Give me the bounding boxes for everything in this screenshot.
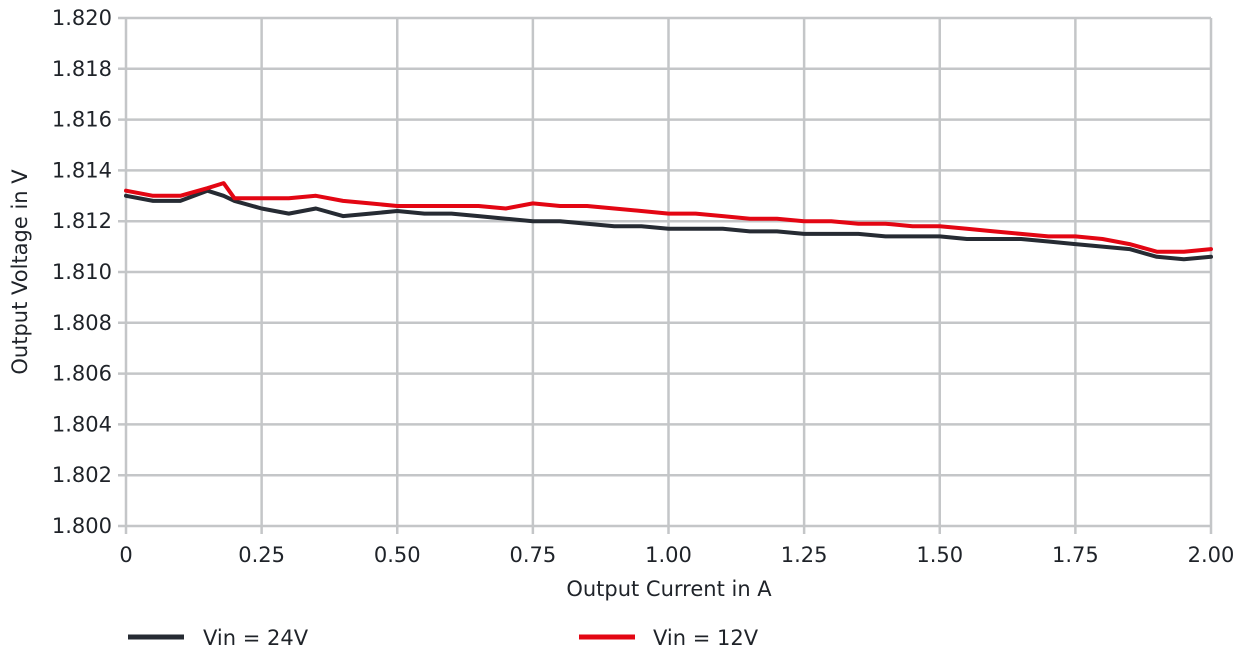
y-axis-title: Output Voltage in V [8, 169, 32, 375]
y-tick-label: 1.800 [52, 514, 112, 538]
y-tick-label: 1.808 [52, 311, 112, 335]
x-tick-label: 0.25 [238, 543, 285, 567]
x-axis-title: Output Current in A [566, 577, 772, 601]
legend: Vin = 24V Vin = 12V [128, 626, 759, 650]
x-tick-label: 1.25 [781, 543, 828, 567]
y-tick-label: 1.802 [52, 463, 112, 487]
y-tick-label: 1.814 [52, 158, 112, 182]
y-axis: 1.800 1.802 1.804 1.806 1.808 1.810 1.812 1.814… [52, 6, 112, 538]
grid [118, 16, 1213, 534]
x-tick-label: 1.75 [1052, 543, 1099, 567]
y-tick-label: 1.812 [52, 209, 112, 233]
y-tick-label: 1.816 [52, 108, 112, 132]
y-tick-label: 1.804 [52, 412, 112, 436]
x-tick-label: 1.50 [916, 543, 963, 567]
y-tick-label: 1.806 [52, 362, 112, 386]
x-tick-label: 1.00 [645, 543, 692, 567]
legend-label-vin-12v: Vin = 12V [653, 626, 759, 650]
legend-label-vin-24v: Vin = 24V [203, 626, 309, 650]
y-tick-label: 1.818 [52, 57, 112, 81]
series-layer [124, 181, 1213, 262]
y-tick-label: 1.810 [52, 260, 112, 284]
series-line-vin-12v [124, 181, 1213, 254]
x-tick-label: 2.00 [1188, 543, 1235, 567]
x-tick-label: 0.50 [374, 543, 421, 567]
y-tick-label: 1.820 [52, 6, 112, 30]
x-axis: 0 0.25 0.50 0.75 1.00 1.25 1.50 1.75 2.00 [119, 543, 1234, 567]
x-tick-label: 0.75 [509, 543, 556, 567]
x-tick-label: 0 [119, 543, 132, 567]
series-line-vin-24v [124, 188, 1213, 262]
